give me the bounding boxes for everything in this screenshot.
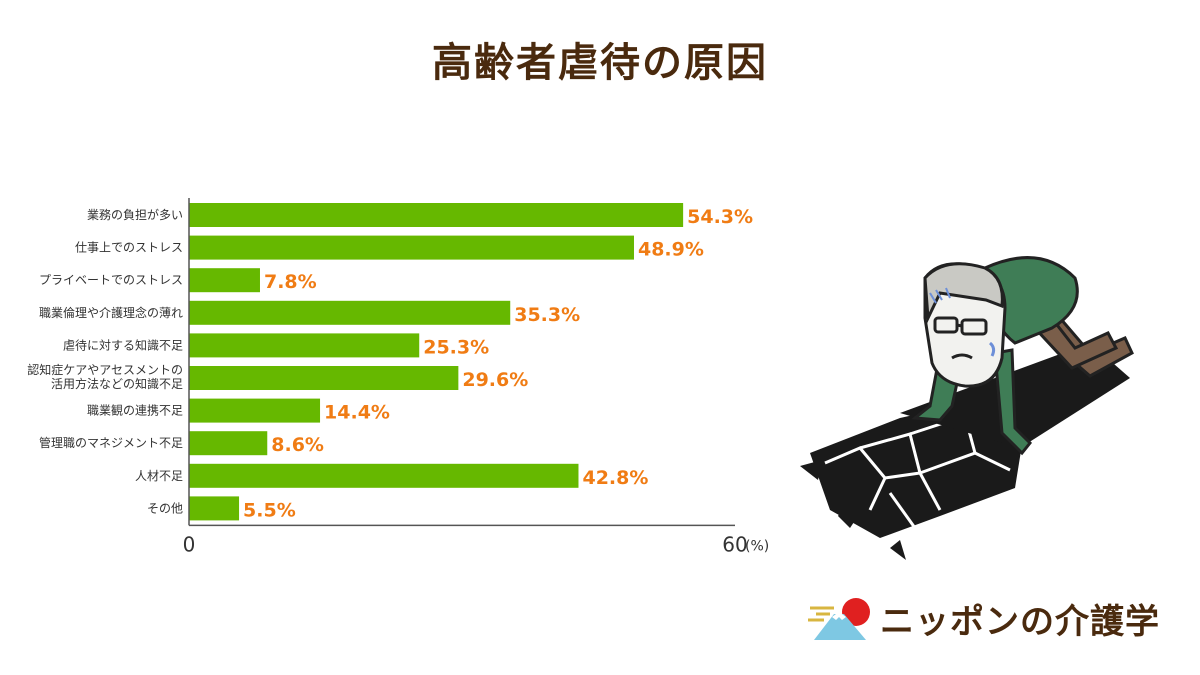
category-label-0: 業務の負担が多い	[87, 207, 183, 222]
data-label-1: 48.9%	[638, 239, 704, 261]
bar-7	[189, 431, 268, 456]
logo-text: ニッポンの介護学	[880, 602, 1160, 642]
bar-6	[189, 398, 321, 423]
data-label-0: 54.3%	[687, 206, 753, 228]
data-label-8: 42.8%	[582, 467, 648, 489]
nippon-kaigogaku-logo: ニッポンの介護学	[808, 592, 1168, 644]
data-label-3: 35.3%	[514, 304, 580, 326]
bar-5	[189, 366, 459, 390]
chart-title: 高齢者虐待の原因	[432, 40, 768, 86]
category-label-1: 仕事上でのストレス	[75, 241, 183, 255]
category-label-2: プライベートでのストレス	[39, 273, 183, 287]
bar-1	[189, 235, 634, 260]
bar-3	[189, 300, 511, 325]
data-label-9: 5.5%	[243, 499, 296, 521]
category-label-9: その他	[147, 501, 183, 515]
crawling-elderly-man-illustration	[800, 256, 1134, 560]
data-label-7: 8.6%	[271, 434, 324, 456]
data-label-4: 25.3%	[423, 336, 489, 358]
x-tick-label-1: 60	[722, 532, 747, 556]
category-label-4: 虐待に対する知識不足	[63, 338, 183, 352]
category-label-5-line-1: 活用方法などの知識不足	[51, 376, 183, 391]
data-label-5: 29.6%	[462, 369, 528, 391]
category-label-8: 人材不足	[135, 469, 183, 483]
bar-2	[189, 268, 260, 293]
bar-9	[189, 496, 240, 521]
data-label-2: 7.8%	[264, 271, 317, 293]
category-label-3: 職業倫理や介護理念の薄れ	[39, 305, 183, 320]
bar-0	[189, 203, 684, 227]
x-tick-label-0: 0	[183, 532, 196, 556]
mount-fuji-sun-icon	[808, 598, 870, 640]
data-label-6: 14.4%	[324, 402, 390, 424]
bar-4	[189, 333, 420, 358]
category-label-7: 管理職のマネジメント不足	[39, 435, 183, 450]
x-axis-unit-label: (%)	[745, 538, 769, 554]
bar-8	[189, 463, 579, 488]
category-label-6: 職業観の連携不足	[87, 403, 183, 418]
category-label-5-line-0: 認知症ケアやアセスメントの	[27, 362, 183, 377]
